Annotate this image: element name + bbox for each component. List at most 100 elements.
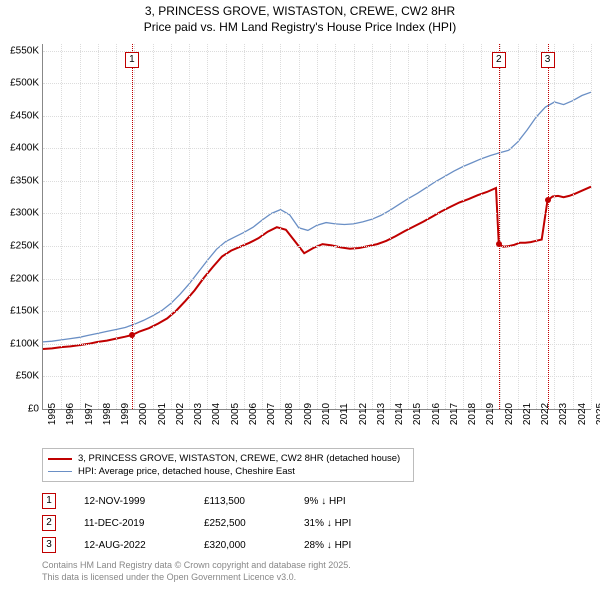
legend-label-hpi: HPI: Average price, detached house, Ches… [78,466,295,477]
event-row-1: 1 12-NOV-1999 £113,500 9% ↓ HPI [42,490,394,512]
event-diff-2: 31% ↓ HPI [304,518,394,529]
gridline-x [98,44,99,409]
attribution-line-1: Contains HM Land Registry data © Crown c… [42,560,351,572]
plot-box: £0£50K£100K£150K£200K£250K£300K£350K£400… [42,44,591,410]
gridline-x [134,44,135,409]
x-tick-label: 2017 [449,403,460,425]
y-tick-label: £350K [1,175,39,186]
event-marker-box: 3 [541,52,555,68]
gridline-x [445,44,446,409]
x-tick-label: 2022 [540,403,551,425]
x-tick-label: 2005 [230,403,241,425]
x-tick-label: 2008 [284,403,295,425]
event-marker-3: 3 [42,537,56,553]
series-dot [545,197,551,203]
gridline-x [573,44,574,409]
x-tick-label: 2014 [394,403,405,425]
gridline-x [427,44,428,409]
x-tick-label: 1998 [102,403,113,425]
x-tick-label: 1999 [120,403,131,425]
event-marker-2: 2 [42,515,56,531]
x-tick-label: 1995 [47,403,58,425]
x-tick-label: 2021 [522,403,533,425]
x-tick-label: 2024 [577,403,588,425]
legend-box: 3, PRINCESS GROVE, WISTASTON, CREWE, CW2… [42,448,414,482]
event-price-3: £320,000 [204,540,304,551]
event-marker-box: 2 [492,52,506,68]
event-diff-1: 9% ↓ HPI [304,496,394,507]
y-tick-label: £150K [1,306,39,317]
x-tick-label: 2025 [595,403,600,425]
x-tick-label: 2023 [558,403,569,425]
y-tick-label: £200K [1,273,39,284]
y-tick-label: £50K [1,371,39,382]
gridline-x [244,44,245,409]
legend-swatch-hpi [48,471,72,472]
y-tick-label: £100K [1,338,39,349]
x-tick-label: 2004 [211,403,222,425]
event-date-3: 12-AUG-2022 [84,540,204,551]
y-tick-label: £550K [1,45,39,56]
gridline-x [335,44,336,409]
event-marker-1: 1 [42,493,56,509]
x-tick-label: 2018 [467,403,478,425]
gridline-x [171,44,172,409]
x-tick-label: 2003 [193,403,204,425]
event-diff-3: 28% ↓ HPI [304,540,394,551]
event-table: 1 12-NOV-1999 £113,500 9% ↓ HPI 2 11-DEC… [42,490,394,556]
gridline-x [500,44,501,409]
event-date-2: 11-DEC-2019 [84,518,204,529]
gridline-x [299,44,300,409]
x-tick-label: 2015 [412,403,423,425]
x-tick-label: 1997 [84,403,95,425]
event-price-2: £252,500 [204,518,304,529]
x-tick-label: 2020 [504,403,515,425]
title-block: 3, PRINCESS GROVE, WISTASTON, CREWE, CW2… [0,0,600,35]
event-row-2: 2 11-DEC-2019 £252,500 31% ↓ HPI [42,512,394,534]
x-tick-label: 2000 [138,403,149,425]
x-tick-label: 2007 [266,403,277,425]
event-marker-line [132,44,133,409]
chart-area: £0£50K£100K£150K£200K£250K£300K£350K£400… [42,44,590,409]
x-tick-label: 2013 [376,403,387,425]
gridline-x [591,44,592,409]
x-tick-label: 2009 [303,403,314,425]
gridline-x [207,44,208,409]
gridline-x [463,44,464,409]
gridline-x [554,44,555,409]
title-line-1: 3, PRINCESS GROVE, WISTASTON, CREWE, CW2… [0,4,600,20]
x-tick-label: 2016 [431,403,442,425]
event-marker-box: 1 [125,52,139,68]
series-dot [129,332,135,338]
gridline-x [518,44,519,409]
gridline-x [354,44,355,409]
legend-swatch-price-paid [48,458,72,460]
gridline-x [372,44,373,409]
x-tick-label: 2010 [321,403,332,425]
gridline-x [189,44,190,409]
x-tick-label: 2006 [248,403,259,425]
gridline-x [536,44,537,409]
gridline-x [317,44,318,409]
x-tick-label: 2012 [358,403,369,425]
y-tick-label: £0 [1,404,39,415]
series-dot [496,241,502,247]
event-price-1: £113,500 [204,496,304,507]
legend-row-hpi: HPI: Average price, detached house, Ches… [48,465,408,478]
gridline-x [61,44,62,409]
attribution-line-2: This data is licensed under the Open Gov… [42,572,351,584]
gridline-x [262,44,263,409]
gridline-x [80,44,81,409]
y-tick-label: £400K [1,143,39,154]
event-marker-line [499,44,500,409]
event-marker-line [548,44,549,409]
title-line-2: Price paid vs. HM Land Registry's House … [0,20,600,36]
gridline-x [153,44,154,409]
event-date-1: 12-NOV-1999 [84,496,204,507]
gridline-x [481,44,482,409]
y-tick-label: £450K [1,110,39,121]
x-tick-label: 2001 [157,403,168,425]
x-tick-label: 1996 [65,403,76,425]
event-row-3: 3 12-AUG-2022 £320,000 28% ↓ HPI [42,534,394,556]
gridline-x [226,44,227,409]
